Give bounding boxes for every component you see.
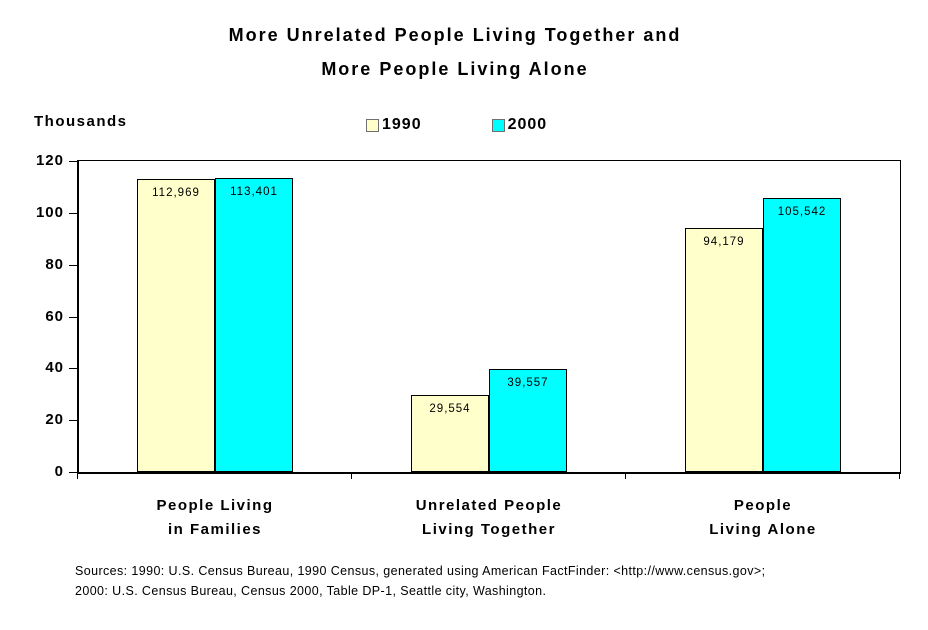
y-tick-mark	[69, 472, 77, 473]
bar-1990	[137, 179, 215, 472]
y-tick-label: 20	[45, 411, 64, 429]
category-label-line: in Families	[167, 521, 263, 538]
bar-2000	[489, 369, 567, 472]
y-tick-label: 100	[35, 203, 64, 221]
y-tick-mark	[69, 316, 77, 318]
legend-label-1990: 1990	[382, 116, 422, 133]
x-tick-mark	[77, 474, 78, 479]
sources-line1: Sources: 1990: U.S. Census Bureau, 1990 …	[75, 564, 766, 578]
category-label: People Living in Families	[85, 494, 345, 542]
y-tick-label: 60	[45, 307, 64, 325]
bar-value-label: 39,557	[507, 377, 549, 390]
category-label-line: People	[733, 497, 793, 514]
chart-title-line2: More People Living Alone	[321, 59, 589, 79]
x-tick-mark	[899, 474, 900, 479]
bar-value-label: 94,179	[703, 235, 745, 248]
chart-title: More Unrelated People Living Together an…	[0, 18, 910, 86]
bar-1990	[685, 227, 763, 472]
legend-label-2000: 2000	[507, 116, 548, 133]
y-tick-label: 120	[35, 152, 64, 169]
sources-line2: 2000: U.S. Census Bureau, Census 2000, T…	[75, 584, 547, 598]
y-tick-label: 80	[45, 255, 64, 273]
category-label: People Living Alone	[633, 494, 893, 542]
category-label-line: People Living	[156, 497, 274, 514]
y-tick-mark	[69, 212, 77, 214]
legend-swatch-1990-icon	[366, 118, 379, 132]
y-tick-label: 0	[54, 463, 64, 480]
category-label: Unrelated People Living Together	[359, 494, 619, 542]
x-tick-mark	[351, 474, 352, 479]
legend-item-1990: 1990	[366, 116, 422, 134]
category-label-line: Living Alone	[709, 521, 817, 538]
legend: 1990 2000	[366, 116, 547, 134]
y-axis-unit-label: Thousands	[34, 113, 128, 130]
chart-title-line1: More Unrelated People Living Together an…	[228, 25, 682, 45]
bar-2000	[763, 198, 841, 472]
legend-item-2000: 2000	[491, 116, 548, 134]
y-tick-mark	[69, 264, 77, 266]
y-tick-mark	[69, 161, 77, 162]
y-tick-mark	[69, 420, 77, 422]
y-tick-label: 40	[45, 359, 64, 377]
bar-2000	[215, 178, 293, 472]
bar-value-label: 105,542	[777, 206, 827, 219]
legend-swatch-2000-icon	[491, 118, 505, 132]
bar-value-label: 112,969	[152, 187, 200, 200]
sources-note: Sources: 1990: U.S. Census Bureau, 1990 …	[75, 561, 766, 601]
y-tick-mark	[69, 368, 77, 370]
x-tick-mark	[625, 474, 626, 479]
bar-1990	[411, 395, 489, 472]
category-label-line: Unrelated People	[415, 497, 563, 514]
category-label-line: Living Together	[422, 521, 556, 538]
bar-value-label: 29,554	[429, 403, 471, 416]
bar-value-label: 113,401	[230, 186, 278, 199]
